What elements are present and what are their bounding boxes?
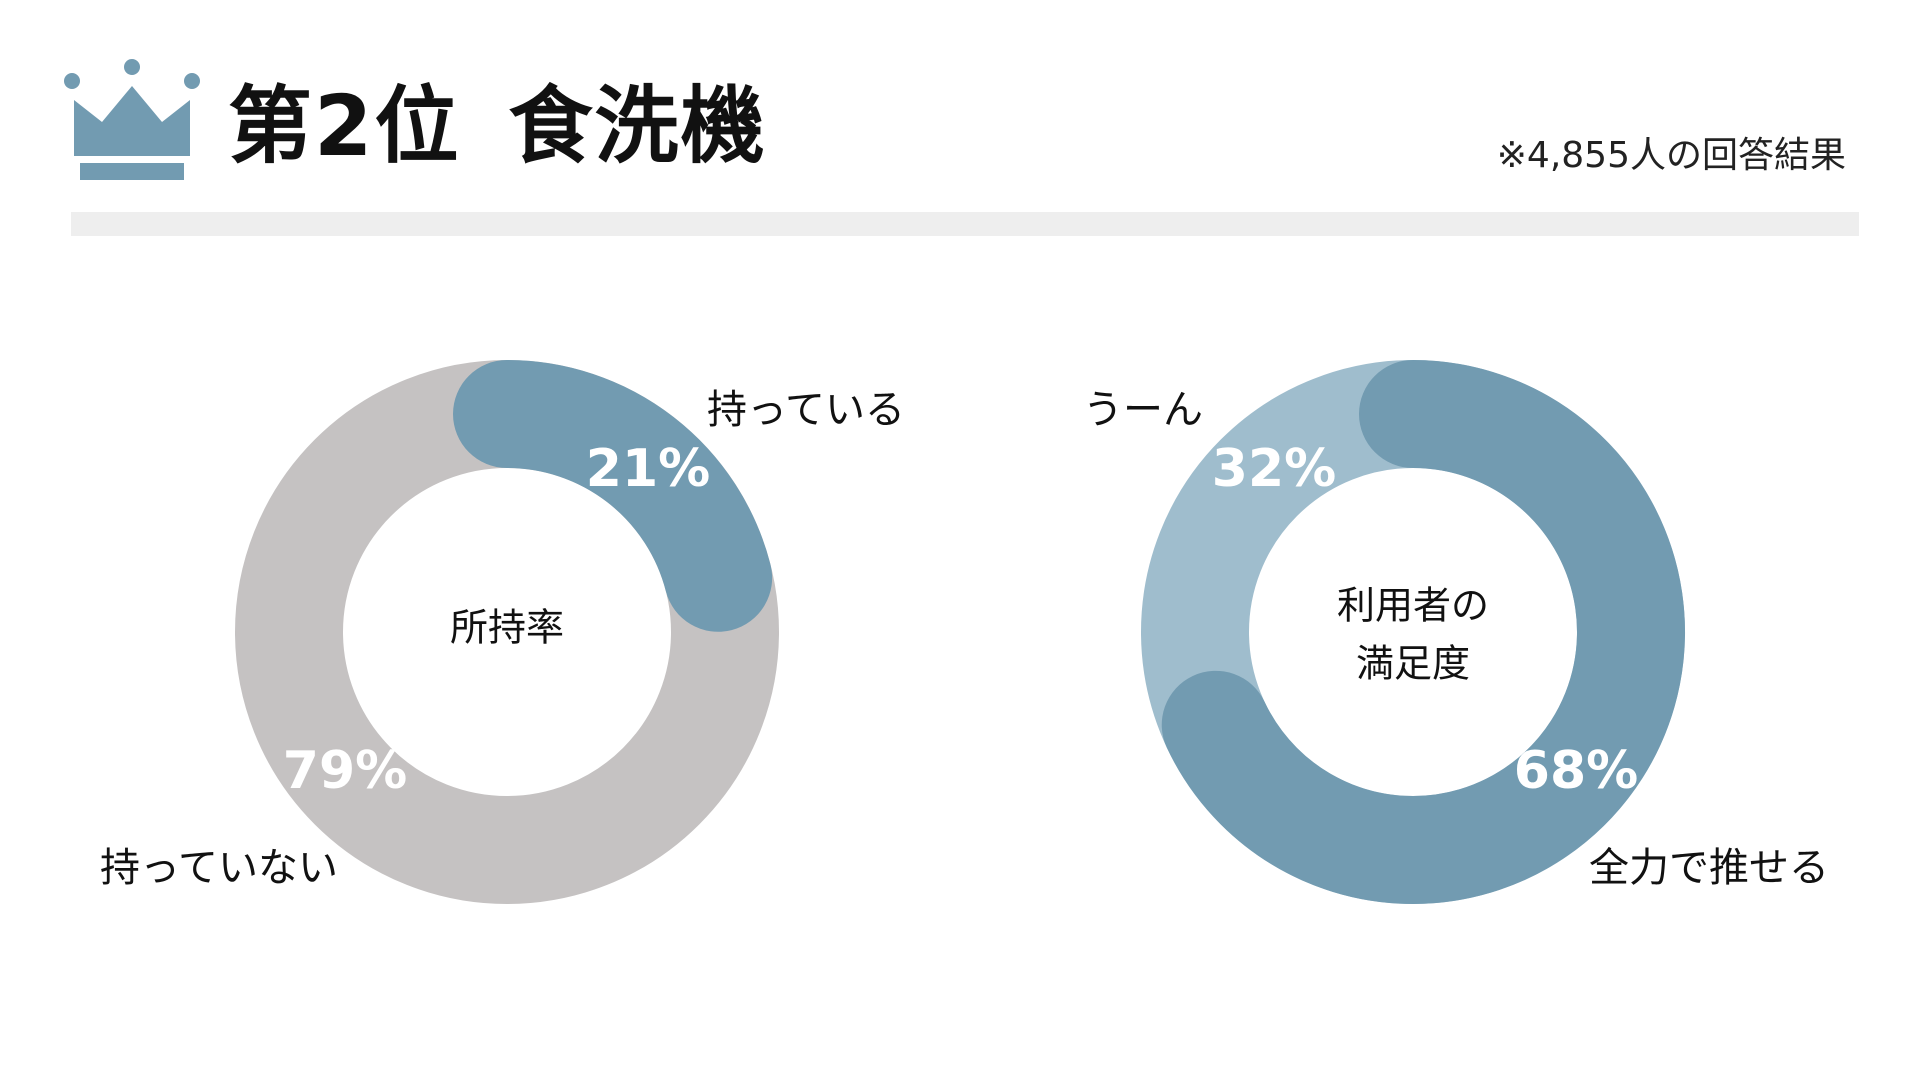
data-label: 21% (586, 439, 710, 499)
chart-center-title: 満足度 (1356, 642, 1470, 686)
item-name: 食洗機 (508, 77, 767, 175)
header-divider (71, 212, 1859, 236)
category-label: うーん (1083, 387, 1203, 433)
rank-label: 第2位 (228, 77, 461, 175)
data-label: 68% (1514, 741, 1638, 801)
category-label: 持っている (707, 387, 905, 433)
page-title: 第2位 食洗機 (228, 76, 766, 176)
crown-icon (64, 59, 200, 180)
donut-slice-持っている (453, 360, 773, 632)
respondent-note: ※4,855人の回答結果 (1496, 135, 1846, 176)
page-header: 第2位 食洗機 ※4,855人の回答結果 (0, 0, 1920, 240)
data-label: 32% (1212, 439, 1336, 499)
donut-slice-全力で推せる (1161, 360, 1685, 904)
data-label: 79% (283, 741, 407, 801)
category-label: 持っていない (100, 845, 338, 891)
chart-center-title: 利用者の (1337, 584, 1489, 628)
category-label: 全力で推せる (1589, 845, 1829, 891)
chart-center-title: 所持率 (450, 606, 564, 650)
